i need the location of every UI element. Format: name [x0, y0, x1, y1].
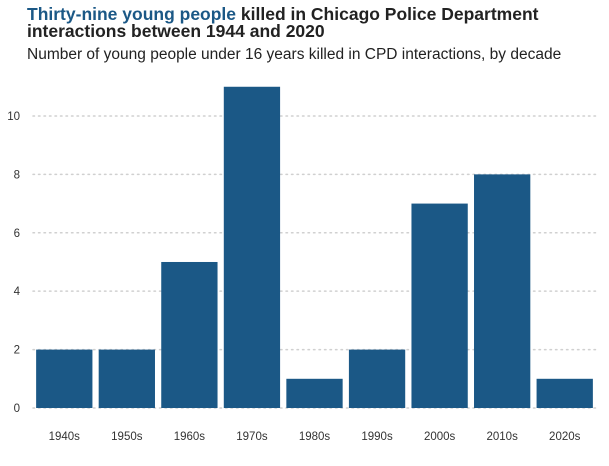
y-tick-label: 0	[14, 403, 20, 415]
bar-2000s	[411, 203, 468, 408]
title-rest: killed in Chicago Police Department inte…	[27, 4, 539, 41]
bar-1970s	[223, 86, 281, 409]
x-tick-labels: 1940s 1950s 1960s 1970s 1980s 1990s 2000s 2010s…	[49, 431, 581, 443]
x-tick-label: 2000s	[424, 431, 456, 443]
x-tick-label: 1940s	[49, 431, 81, 443]
bars	[36, 86, 593, 409]
y-tick-labels: 0 2 4 6 8 10	[7, 111, 20, 415]
bar-2020s	[536, 378, 593, 408]
x-tick-label: 1990s	[361, 431, 393, 443]
bar-2010s	[474, 174, 531, 408]
x-tick-label: 1980s	[299, 431, 331, 443]
bar-1980s	[286, 378, 343, 408]
x-tick-label: 1960s	[174, 431, 206, 443]
bar-1990s	[348, 349, 406, 408]
chart-title: Thirty-nine young people killed in Chica…	[27, 4, 602, 41]
x-tick-label: 1950s	[111, 431, 143, 443]
y-tick-label: 2	[14, 345, 20, 357]
bar-1940s	[36, 349, 93, 408]
chart-subtitle: Number of young people under 16 years ki…	[27, 46, 562, 63]
x-tick-label: 1970s	[236, 431, 268, 443]
y-tick-label: 10	[7, 111, 20, 123]
y-tick-label: 6	[14, 228, 20, 240]
y-tick-label: 8	[14, 169, 20, 181]
bar-1950s	[98, 349, 155, 408]
bar-1960s	[161, 261, 218, 408]
x-tick-label: 2010s	[486, 431, 518, 443]
y-tick-label: 4	[14, 286, 21, 298]
title-highlight: Thirty-nine young people	[27, 4, 237, 24]
x-tick-label: 2020s	[549, 431, 581, 443]
